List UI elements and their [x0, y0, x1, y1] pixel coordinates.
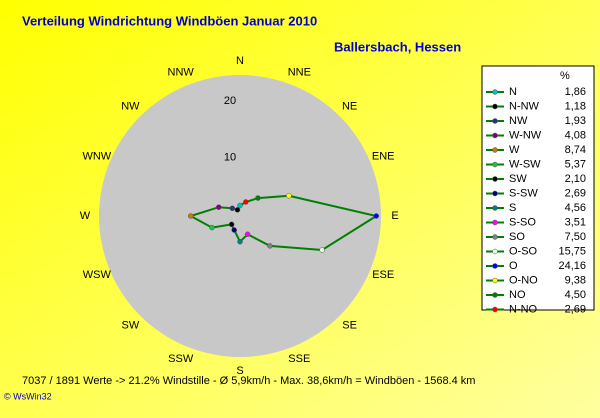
- grid-circle: [126, 102, 354, 330]
- direction-label: SSE: [288, 353, 310, 365]
- legend-marker: [492, 132, 498, 139]
- legend-label: S-SO: [509, 216, 536, 228]
- legend-marker: [492, 219, 498, 226]
- legend-label: SO: [509, 231, 525, 243]
- legend-marker: [492, 147, 498, 153]
- legend-label: W-NW: [509, 129, 542, 141]
- data-point: [209, 224, 215, 231]
- data-point: [255, 195, 261, 201]
- legend-value: 4,08: [565, 129, 586, 141]
- direction-label: NE: [342, 100, 357, 112]
- legend-value: 1,93: [565, 115, 586, 127]
- direction-label: WSW: [83, 269, 112, 281]
- legend-value: 3,51: [565, 216, 586, 228]
- legend-value: 8,74: [565, 144, 586, 156]
- legend-marker: [492, 292, 498, 298]
- direction-label: E: [391, 210, 398, 222]
- data-point: [234, 207, 241, 213]
- legend-label: N: [509, 86, 517, 98]
- direction-label: SE: [342, 320, 357, 332]
- legend-marker: [492, 161, 498, 168]
- polar-disc: [99, 75, 381, 357]
- legend-marker: [492, 118, 498, 124]
- legend-value: 7,50: [565, 231, 586, 243]
- legend-value: 2,69: [565, 303, 586, 315]
- data-point: [244, 231, 251, 238]
- legend-label: W: [509, 144, 520, 156]
- data-point: [215, 204, 222, 210]
- data-point: [373, 213, 380, 219]
- legend-label: NO: [509, 289, 526, 301]
- legend-marker: [492, 176, 498, 182]
- direction-label: N: [236, 55, 244, 67]
- legend-value: 5,37: [565, 158, 586, 170]
- data-point: [187, 213, 194, 219]
- legend-value: 9,38: [565, 274, 586, 286]
- data-point: [228, 221, 235, 228]
- footer: 7037 / 1891 Werte -> 21.2% Windstille - …: [22, 375, 475, 387]
- chart-subtitle: Ballersbach, Hessen: [334, 39, 461, 54]
- direction-label: NNE: [288, 67, 311, 79]
- legend-marker: [492, 89, 498, 95]
- legend-marker: [492, 306, 498, 313]
- data-point: [286, 193, 292, 199]
- legend-marker: [492, 190, 498, 197]
- data-point: [237, 238, 243, 245]
- data-point: [243, 199, 249, 205]
- data-point: [229, 205, 236, 212]
- legend-label: O-SO: [509, 245, 538, 257]
- legend-label: O: [509, 260, 518, 272]
- legend-label: NW: [509, 115, 528, 127]
- legend-label: S-SW: [509, 187, 538, 199]
- r-tick-label: 20: [224, 95, 236, 107]
- direction-label: SW: [122, 320, 140, 332]
- data-point: [237, 202, 243, 209]
- legend-value: 4,50: [565, 289, 586, 301]
- legend-header: %: [560, 70, 570, 82]
- legend-value: 15,75: [558, 245, 586, 257]
- legend-value: 24,16: [558, 260, 586, 272]
- legend-value: 1,18: [565, 100, 586, 112]
- legend-value: 2,69: [565, 187, 586, 199]
- legend-marker: [492, 103, 498, 110]
- credit: © WsWin32: [4, 391, 52, 401]
- legend-value: 2,10: [565, 173, 586, 185]
- legend-label: N-NW: [509, 100, 540, 112]
- r-tick-label: 10: [224, 152, 236, 164]
- legend-marker: [492, 234, 498, 240]
- legend-marker: [492, 248, 498, 255]
- legend-label: N-NO: [509, 303, 538, 315]
- data-point: [231, 227, 237, 233]
- legend-marker: [492, 205, 498, 211]
- direction-label: SSW: [168, 353, 194, 365]
- direction-label: W: [80, 210, 91, 222]
- legend-label: S: [509, 202, 516, 214]
- legend-marker: [492, 263, 498, 269]
- legend-value: 1,86: [565, 86, 586, 98]
- direction-label: WNW: [82, 151, 111, 163]
- chart-title: Verteilung Windrichtung Windböen Januar …: [22, 13, 317, 28]
- legend-marker: [492, 277, 498, 284]
- direction-label: ESE: [372, 269, 394, 281]
- legend-label: W-SW: [509, 158, 541, 170]
- legend-label: SW: [509, 173, 527, 185]
- direction-label: NW: [121, 100, 140, 112]
- legend-value: 4,56: [565, 202, 586, 214]
- data-point: [319, 247, 325, 253]
- grid-circle: [183, 159, 297, 273]
- legend-label: O-NO: [509, 274, 538, 286]
- direction-label: ENE: [372, 151, 395, 163]
- direction-label: S: [236, 365, 243, 377]
- direction-label: NNW: [168, 67, 195, 79]
- data-point: [267, 243, 273, 249]
